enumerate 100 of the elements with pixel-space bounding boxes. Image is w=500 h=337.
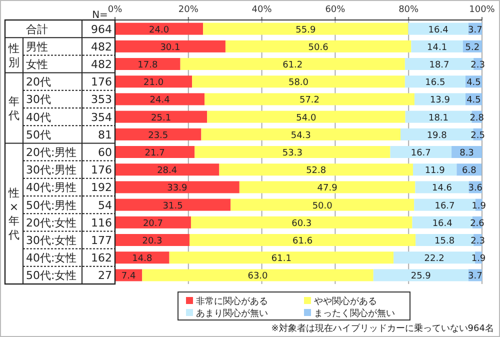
text: 176 xyxy=(91,164,112,177)
x-tick-label: 20% xyxy=(178,5,199,15)
bar xyxy=(412,216,472,228)
data-label: 47.9 xyxy=(317,184,338,194)
bar xyxy=(207,110,406,123)
y-tick-label: 男性 xyxy=(26,40,48,54)
data-label: 54.0 xyxy=(296,113,316,124)
data-label: 55.9 xyxy=(296,25,316,36)
data-label: 18.1 xyxy=(428,113,449,124)
bar xyxy=(142,269,374,282)
bar xyxy=(115,198,231,211)
bar xyxy=(115,40,226,52)
x-tick-label: 100% xyxy=(469,5,496,15)
data-label: 33.9 xyxy=(167,184,188,194)
bar xyxy=(404,76,466,88)
legend-label: 非常に関心がある xyxy=(196,296,268,307)
data-label: 3.7 xyxy=(468,25,482,36)
x-tick-label: 40% xyxy=(252,5,272,15)
data-label: 31.5 xyxy=(162,201,183,212)
data-label: 4.5 xyxy=(466,78,481,88)
data-label: 21.7 xyxy=(144,148,165,158)
bar xyxy=(411,40,463,52)
data-label: 5.2 xyxy=(465,42,480,53)
text: 116 xyxy=(91,216,112,230)
data-label: 63.0 xyxy=(248,272,268,282)
data-label: 30.1 xyxy=(160,42,180,53)
data-label: 61.1 xyxy=(271,254,292,264)
y-tick-label: 50代:女性 xyxy=(26,269,77,282)
text: 年代 xyxy=(8,95,20,122)
data-label: 58.0 xyxy=(288,78,309,88)
text: 964 xyxy=(91,22,112,36)
data-label: 54.3 xyxy=(290,130,311,141)
bar xyxy=(115,164,220,176)
y-tick-label: 30代:女性 xyxy=(26,234,77,247)
data-label: 24.4 xyxy=(150,96,170,106)
data-label: 53.3 xyxy=(282,148,302,158)
text: 162 xyxy=(91,252,112,265)
text: 性×年代 xyxy=(8,186,20,242)
bar xyxy=(115,216,191,228)
data-label: 23.5 xyxy=(148,130,168,141)
bar xyxy=(115,146,195,158)
data-label: 61.6 xyxy=(292,236,313,246)
data-label: 3.7 xyxy=(468,272,482,282)
bar xyxy=(201,128,401,140)
text: 353 xyxy=(91,93,112,106)
data-label: 19.8 xyxy=(426,130,448,141)
text: N= xyxy=(92,10,108,21)
x-tick-label: 80% xyxy=(398,5,420,15)
bar xyxy=(219,164,414,176)
data-label: 60.3 xyxy=(292,218,312,229)
y-tick-label: 30代 xyxy=(26,93,51,106)
bar xyxy=(115,252,170,264)
bar xyxy=(115,22,204,35)
bar xyxy=(373,269,468,282)
bar xyxy=(169,252,394,264)
text: 54 xyxy=(98,198,112,212)
data-label: 16.7 xyxy=(434,201,455,212)
bar xyxy=(390,146,452,158)
data-label: 2.3 xyxy=(470,60,485,70)
data-label: 1.9 xyxy=(471,254,486,264)
bar xyxy=(115,58,180,70)
data-label: 4.5 xyxy=(466,96,481,106)
data-label: 13.9 xyxy=(430,96,450,106)
y-tick-label: 20代 xyxy=(26,76,51,89)
bar xyxy=(192,76,405,88)
text: 60 xyxy=(98,146,112,159)
data-label: 28.4 xyxy=(157,166,178,176)
y-tick-label: 30代:男性 xyxy=(26,164,77,177)
data-label: 16.5 xyxy=(425,78,446,88)
data-label: 14.1 xyxy=(427,42,448,53)
y-tick-label: 40代:男性 xyxy=(26,181,77,194)
y-tick-label: 20代:男性 xyxy=(26,146,77,159)
data-label: 25.1 xyxy=(151,113,172,124)
data-label: 14.8 xyxy=(132,254,152,264)
bar xyxy=(204,93,414,106)
bar xyxy=(230,198,414,211)
data-label: 15.8 xyxy=(434,236,455,246)
data-label: 3.6 xyxy=(468,184,483,194)
data-label: 6.8 xyxy=(462,166,477,176)
bar xyxy=(190,234,416,246)
data-label: 20.3 xyxy=(142,236,162,246)
data-label: 16.7 xyxy=(410,148,431,158)
text: 性別 xyxy=(8,42,20,70)
data-label: 7.4 xyxy=(121,272,136,282)
bar xyxy=(203,22,408,35)
data-label: 11.9 xyxy=(424,166,446,176)
bar xyxy=(115,93,205,106)
data-label: 57.2 xyxy=(299,96,320,106)
x-tick-label: 60% xyxy=(325,5,346,15)
data-label: 2.3 xyxy=(470,236,485,246)
text: 176 xyxy=(91,76,112,89)
text: 482 xyxy=(91,58,112,71)
data-label: 21.0 xyxy=(144,78,164,88)
legend-label: まったく関心が無い xyxy=(314,308,395,319)
legend-label: あまり関心が無い xyxy=(196,308,268,319)
x-tick-label: 0% xyxy=(108,5,123,15)
data-label: 18.7 xyxy=(429,60,450,70)
bar xyxy=(115,181,240,194)
text: 27 xyxy=(98,269,112,282)
data-label: 24.0 xyxy=(149,25,170,36)
